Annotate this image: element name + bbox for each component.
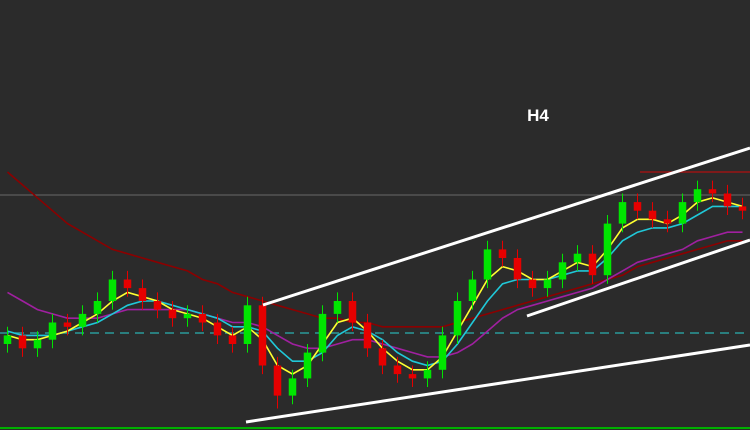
candle-body xyxy=(678,202,687,224)
candle-body xyxy=(138,288,147,301)
candle-body xyxy=(123,279,132,289)
trend-line-middle xyxy=(526,238,750,318)
chart-title: H4 xyxy=(527,106,549,125)
candle-body xyxy=(528,279,537,289)
candle-body xyxy=(468,279,477,301)
candle-body xyxy=(498,249,507,258)
moving-average-line xyxy=(7,231,743,358)
candle-body xyxy=(333,301,342,314)
candle-body xyxy=(633,202,642,211)
candle-body xyxy=(543,279,552,289)
moving-averages xyxy=(6,171,743,376)
candle-body xyxy=(423,369,432,379)
candle-body xyxy=(93,301,102,314)
candle-body xyxy=(483,249,492,280)
moving-average-line xyxy=(6,171,743,328)
candle-body xyxy=(618,202,627,224)
candle-body xyxy=(63,322,72,327)
candle-body xyxy=(408,374,417,379)
candle-body xyxy=(183,313,192,319)
candle-body xyxy=(393,365,402,375)
candle-body xyxy=(213,322,222,336)
candle-body xyxy=(723,193,732,207)
trend-line-lower xyxy=(245,343,750,424)
candle-body xyxy=(438,335,447,370)
candle-body xyxy=(288,378,297,396)
candle-body xyxy=(663,219,672,224)
candle-body xyxy=(168,309,177,319)
candle-body xyxy=(558,262,567,280)
candle-body xyxy=(243,305,252,344)
candle-body xyxy=(228,335,237,344)
candle-body xyxy=(378,348,387,366)
candle-body xyxy=(588,253,597,276)
candle-body xyxy=(303,352,312,379)
candle-body xyxy=(153,301,162,310)
candle-body xyxy=(273,365,282,396)
moving-average-line xyxy=(7,205,743,367)
candle-body xyxy=(78,313,87,327)
trend-line-upper xyxy=(262,146,750,307)
candle-body xyxy=(108,279,117,301)
candle-body xyxy=(3,335,12,344)
candle-body xyxy=(18,335,27,349)
candle-body xyxy=(318,313,327,353)
candle-body xyxy=(648,210,657,220)
candle-body xyxy=(453,301,462,336)
candle-body xyxy=(573,253,582,263)
candle-body xyxy=(603,223,612,276)
candle-body xyxy=(363,322,372,349)
moving-average-line xyxy=(7,196,743,376)
candle-body xyxy=(198,313,207,323)
candle-body xyxy=(693,189,702,203)
candle-body xyxy=(48,322,57,340)
candle-body xyxy=(708,189,717,194)
candle-body xyxy=(348,301,357,323)
candles xyxy=(3,180,747,409)
candle-body xyxy=(258,305,267,366)
candle-body xyxy=(738,206,747,211)
candle-body xyxy=(513,258,522,280)
candle-body xyxy=(33,339,42,349)
